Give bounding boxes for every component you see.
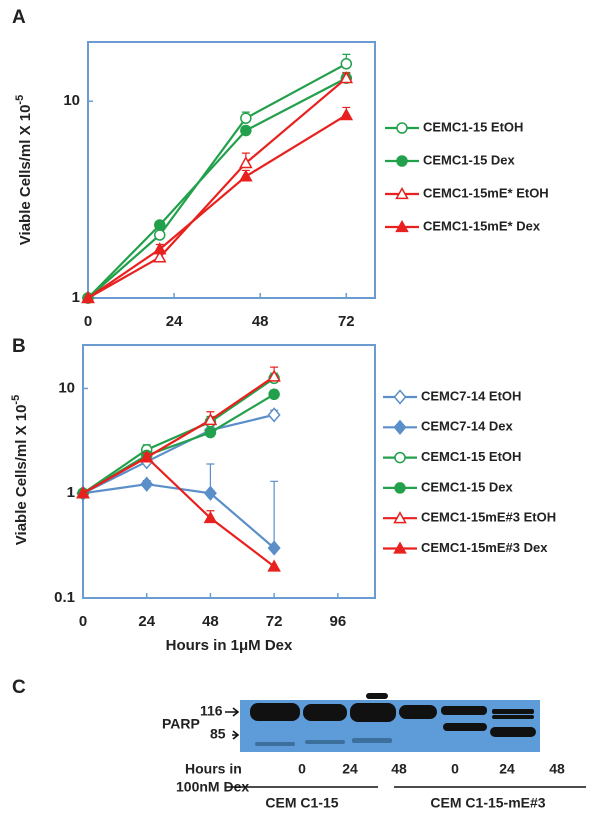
legend-marker bbox=[395, 219, 409, 233]
legend-label: CEMC1-15mE#3 Dex bbox=[421, 540, 548, 555]
legend-marker bbox=[395, 186, 409, 200]
data-point bbox=[240, 112, 252, 124]
legend-label: CEMC7-14 Dex bbox=[421, 419, 514, 434]
protein-label: PARP bbox=[162, 716, 200, 732]
lane-label: 24 bbox=[499, 761, 515, 777]
legend-label: CEMC1-15 Dex bbox=[423, 152, 516, 167]
y-tick-label: 1 bbox=[67, 484, 75, 501]
legend-label: CEMC1-15mE* EtOH bbox=[423, 185, 549, 200]
x-tick-label: 0 bbox=[79, 613, 87, 630]
row-label: Hours in bbox=[185, 761, 242, 777]
y-tick-label: 1 bbox=[72, 289, 80, 306]
legend-label: CEMC1-15 Dex bbox=[421, 479, 514, 494]
legend-label: CEMC7-14 EtOH bbox=[421, 388, 521, 403]
data-point bbox=[203, 510, 218, 524]
series-line bbox=[82, 413, 275, 495]
x-tick-label: 48 bbox=[252, 313, 269, 330]
panel-label: C bbox=[12, 677, 26, 698]
legend-marker bbox=[394, 451, 406, 464]
marker-arrow bbox=[225, 707, 240, 740]
marker-label: 116 bbox=[200, 703, 223, 719]
data-point bbox=[204, 426, 217, 439]
y-tick-label: 10 bbox=[63, 92, 80, 109]
data-point bbox=[239, 156, 253, 169]
y-axis-label: Viable Cells/ml X 10-5 bbox=[10, 395, 30, 545]
plot-frame bbox=[82, 344, 376, 599]
group-label: CEM C1-15 bbox=[265, 795, 338, 811]
data-point bbox=[76, 486, 90, 499]
series-line bbox=[82, 456, 275, 568]
data-point bbox=[267, 369, 281, 382]
marker-label: 85 bbox=[210, 726, 226, 742]
x-tick-label: 72 bbox=[266, 613, 283, 630]
data-point bbox=[267, 540, 281, 556]
x-axis-label: Hours in 1μM Dex bbox=[166, 637, 293, 654]
legend-marker bbox=[393, 419, 407, 435]
lane-label: 48 bbox=[391, 761, 407, 777]
y-tick-label: 10 bbox=[58, 379, 75, 396]
x-tick-label: 72 bbox=[338, 313, 355, 330]
y-axis-label-exponent: -5 bbox=[14, 95, 26, 105]
y-tick-label: 0.1 bbox=[54, 589, 75, 606]
data-point bbox=[267, 559, 281, 572]
series-line bbox=[87, 77, 347, 299]
data-point bbox=[240, 124, 252, 137]
data-point bbox=[140, 476, 154, 492]
lane-label: 0 bbox=[451, 761, 459, 777]
blot-bands bbox=[250, 693, 536, 746]
legend-label: CEMC1-15mE#3 EtOH bbox=[421, 510, 556, 525]
legend-marker bbox=[393, 511, 407, 524]
x-tick-label: 24 bbox=[138, 613, 155, 630]
legend-marker bbox=[394, 482, 406, 494]
y-axis-label-exponent: -5 bbox=[10, 395, 22, 405]
x-tick-label: 0 bbox=[84, 313, 92, 330]
data-point bbox=[152, 242, 167, 255]
data-point bbox=[339, 108, 354, 121]
lane-label: 0 bbox=[298, 761, 306, 777]
data-point bbox=[267, 407, 281, 423]
legend-label: CEMC1-15 EtOH bbox=[421, 449, 521, 464]
data-point bbox=[81, 290, 95, 304]
lane-label: 48 bbox=[549, 761, 565, 777]
series-line bbox=[82, 377, 275, 495]
data-point bbox=[239, 169, 253, 182]
plot-frame bbox=[87, 41, 376, 299]
legend-label: CEMC1-15mE* Dex bbox=[423, 218, 541, 233]
legend-label: CEMC1-15 EtOH bbox=[423, 119, 523, 134]
lane-label: 24 bbox=[342, 761, 358, 777]
data-point bbox=[203, 412, 218, 426]
error-bar bbox=[270, 480, 279, 549]
legend-marker bbox=[396, 122, 408, 134]
data-point bbox=[152, 250, 167, 263]
legend-marker bbox=[396, 155, 408, 167]
legend-marker bbox=[393, 541, 407, 554]
series-line bbox=[87, 77, 348, 299]
group-label: CEM C1-15-mE#3 bbox=[430, 795, 545, 811]
data-point bbox=[268, 388, 280, 401]
data-point bbox=[139, 450, 154, 463]
data-point bbox=[203, 485, 217, 501]
x-tick-label: 96 bbox=[329, 613, 346, 630]
data-point bbox=[340, 58, 353, 70]
y-axis-label: Viable Cells/ml X 10-5 bbox=[14, 95, 34, 245]
panel-label: B bbox=[12, 336, 26, 357]
data-point bbox=[154, 219, 166, 231]
series-line bbox=[87, 114, 347, 299]
panel-label: A bbox=[12, 7, 26, 28]
y-axis-label-text: Viable Cells/ml X 10 bbox=[17, 105, 34, 246]
legend-marker bbox=[393, 389, 407, 405]
y-axis-label-text: Viable Cells/ml X 10 bbox=[13, 405, 30, 546]
data-point bbox=[154, 229, 166, 241]
x-tick-label: 48 bbox=[202, 613, 219, 630]
data-point bbox=[339, 71, 354, 84]
x-tick-label: 24 bbox=[166, 313, 183, 330]
row-label: 100nM Dex bbox=[176, 779, 249, 795]
